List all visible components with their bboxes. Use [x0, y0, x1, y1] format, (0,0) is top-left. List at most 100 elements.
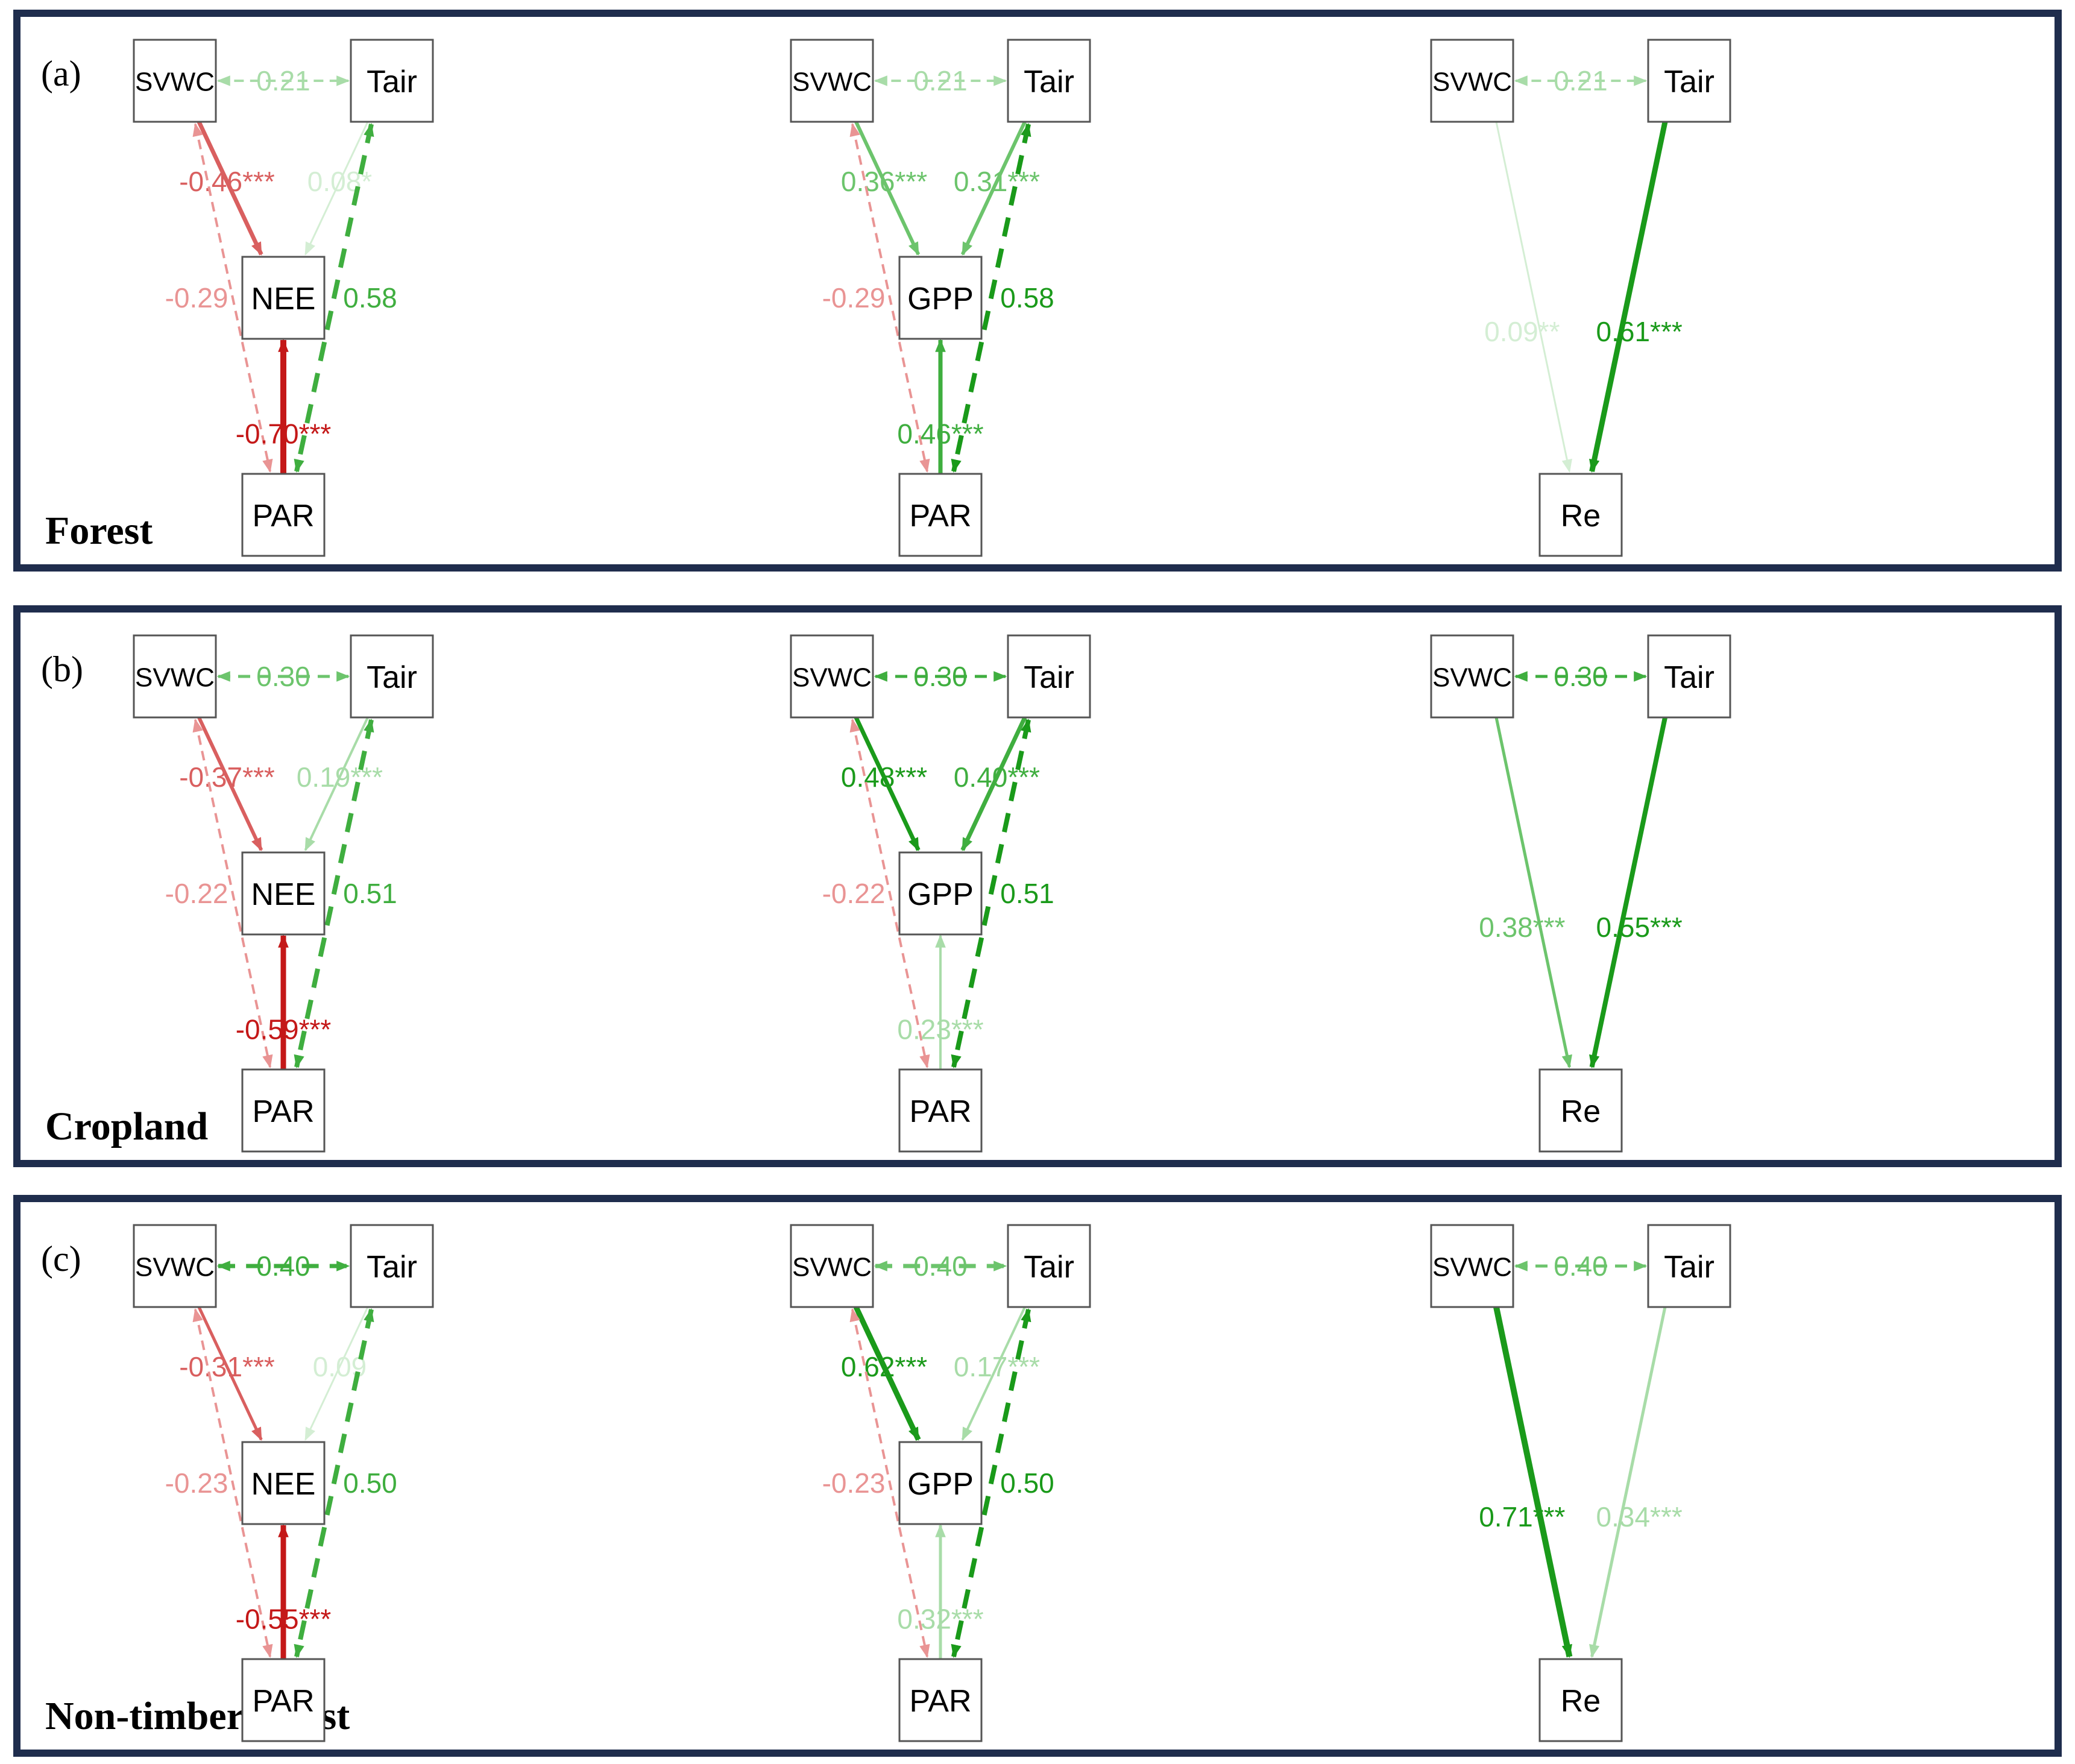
node-tair: Tair [1647, 1224, 1731, 1308]
node-nee: NEE [241, 1441, 326, 1525]
panel-letter: (a) [41, 54, 81, 93]
node-re: Re [1538, 473, 1623, 557]
node-label: SVWC [135, 1253, 215, 1282]
node-svwc: SVWC [790, 39, 874, 123]
tair-gpp-label: 0.31*** [954, 166, 1040, 197]
tair-gpp-label: 0.40*** [954, 761, 1040, 793]
par-gpp-label: 0.46*** [897, 418, 983, 449]
svwc-par-arrow [849, 122, 930, 473]
tair-par-arrow [951, 718, 1031, 1069]
svwc-re-arrow [1494, 717, 1572, 1069]
svwc-tair-label: 0.21 [256, 65, 310, 96]
svwc-nee-label: -0.37*** [179, 761, 275, 793]
svwc-par-arrow [192, 122, 273, 473]
tair-par-arrow [294, 1308, 374, 1658]
svwc-gpp-label: 0.62*** [841, 1351, 927, 1382]
par-gpp-label: 0.23*** [897, 1013, 983, 1045]
node-tair: Tair [350, 1224, 434, 1308]
node-label: SVWC [1432, 663, 1512, 693]
svwc-par-label: -0.22 [165, 878, 228, 909]
diagram-nee: 0.40-0.31*** 0.09-0.23 0.50-0.55***SVWC Tai… [133, 1224, 434, 1742]
tair-par-arrow [951, 122, 1031, 473]
node-par: PAR [898, 1068, 983, 1153]
tair-re-arrow [1589, 1306, 1667, 1658]
node-label: Tair [367, 1250, 417, 1285]
svwc-tair-label: 0.21 [913, 65, 968, 96]
tair-par-arrow [294, 122, 374, 473]
diagram-nee: 0.21-0.46*** 0.08*-0.29 0.58-0.70***SVWC Ta… [133, 39, 434, 557]
node-label: NEE [251, 877, 316, 912]
node-svwc: SVWC [1430, 1224, 1514, 1308]
svwc-re-label: 0.71*** [1479, 1501, 1565, 1532]
svwc-gpp-label: 0.36*** [841, 166, 927, 197]
svwc-tair-label: 0.21 [1554, 65, 1608, 96]
svwc-tair-label: 0.30 [256, 661, 310, 692]
node-label: Tair [367, 660, 417, 695]
svwc-par-arrow [849, 718, 930, 1069]
diagram-re: 0.30 0.38*** 0.55*** SVWC Tair Re [1430, 634, 1731, 1153]
svwc-par-label: -0.23 [165, 1467, 228, 1499]
node-label: SVWC [792, 1253, 872, 1282]
node-label: PAR [909, 1094, 971, 1129]
tair-gpp-label: 0.17*** [954, 1351, 1040, 1382]
node-label: PAR [252, 1684, 314, 1719]
node-nee: NEE [241, 851, 326, 936]
tair-re-arrow [1589, 121, 1668, 473]
panel-frame [13, 10, 2062, 572]
svwc-re-arrow [1495, 121, 1572, 473]
node-label: Tair [1024, 65, 1074, 99]
node-label: Tair [1024, 660, 1074, 695]
node-label: GPP [907, 282, 974, 317]
panel-frame [13, 1195, 2062, 1757]
panel-name: Forest [45, 509, 153, 553]
node-par: PAR [241, 1658, 326, 1742]
node-gpp: GPP [898, 1441, 983, 1525]
tair-re-label: 0.34*** [1596, 1501, 1683, 1532]
node-re: Re [1538, 1658, 1623, 1742]
diagram-gpp: 0.21 0.36*** 0.31*** -0.29 0.58 0.46*** SVWC Ta… [790, 39, 1091, 557]
tair-re-arrow [1589, 717, 1667, 1069]
node-svwc: SVWC [790, 1224, 874, 1308]
svwc-re-label: 0.09** [1484, 316, 1560, 347]
node-label: NEE [251, 282, 316, 317]
svwc-re-label: 0.38*** [1479, 912, 1565, 943]
node-tair: Tair [350, 39, 434, 123]
node-label: Tair [1664, 1250, 1714, 1285]
panel-name: Cropland [45, 1104, 208, 1148]
panel-frame [13, 605, 2062, 1167]
node-label: PAR [252, 1094, 314, 1129]
node-par: PAR [241, 473, 326, 557]
tair-nee-label: 0.19*** [297, 761, 383, 793]
svwc-tair-label: 0.40 [256, 1250, 310, 1282]
tair-par-label: 0.51 [1000, 878, 1054, 909]
node-svwc: SVWC [133, 634, 217, 719]
svwc-par-label: -0.29 [822, 282, 886, 313]
diagram-gpp: 0.40 0.62*** 0.17*** -0.23 0.50 0.32*** SVWC Ta… [790, 1224, 1091, 1742]
node-label: SVWC [1432, 1253, 1512, 1282]
svwc-par-label: -0.23 [822, 1467, 886, 1499]
diagram-gpp: 0.30 0.48*** 0.40*** -0.22 0.51 0.23*** SVWC Ta… [790, 634, 1091, 1153]
diagram-nee: 0.30 -0.37*** 0.19*** -0.22 0.51 -0.59*** SVWC… [133, 634, 434, 1153]
node-label: Re [1561, 499, 1601, 534]
node-label: SVWC [792, 68, 872, 97]
node-svwc: SVWC [790, 634, 874, 719]
node-nee: NEE [241, 256, 326, 340]
node-par: PAR [898, 1658, 983, 1742]
panel-letter: (b) [41, 649, 83, 689]
node-label: PAR [909, 499, 971, 534]
svwc-tair-label: 0.40 [913, 1250, 968, 1282]
par-nee-label: -0.70*** [236, 418, 332, 449]
svwc-par-arrow [192, 718, 273, 1069]
node-tair: Tair [1007, 634, 1091, 719]
node-par: PAR [241, 1068, 326, 1153]
node-label: SVWC [135, 68, 215, 97]
tair-par-label: 0.51 [343, 878, 397, 909]
node-label: GPP [907, 1467, 974, 1502]
tair-par-arrow [294, 718, 374, 1069]
svwc-par-arrow [192, 1308, 273, 1658]
node-label: PAR [909, 1684, 971, 1719]
diagram-re: 0.21 0.09** 0.61*** SVWC Tair Re [1430, 39, 1731, 557]
node-par: PAR [898, 473, 983, 557]
